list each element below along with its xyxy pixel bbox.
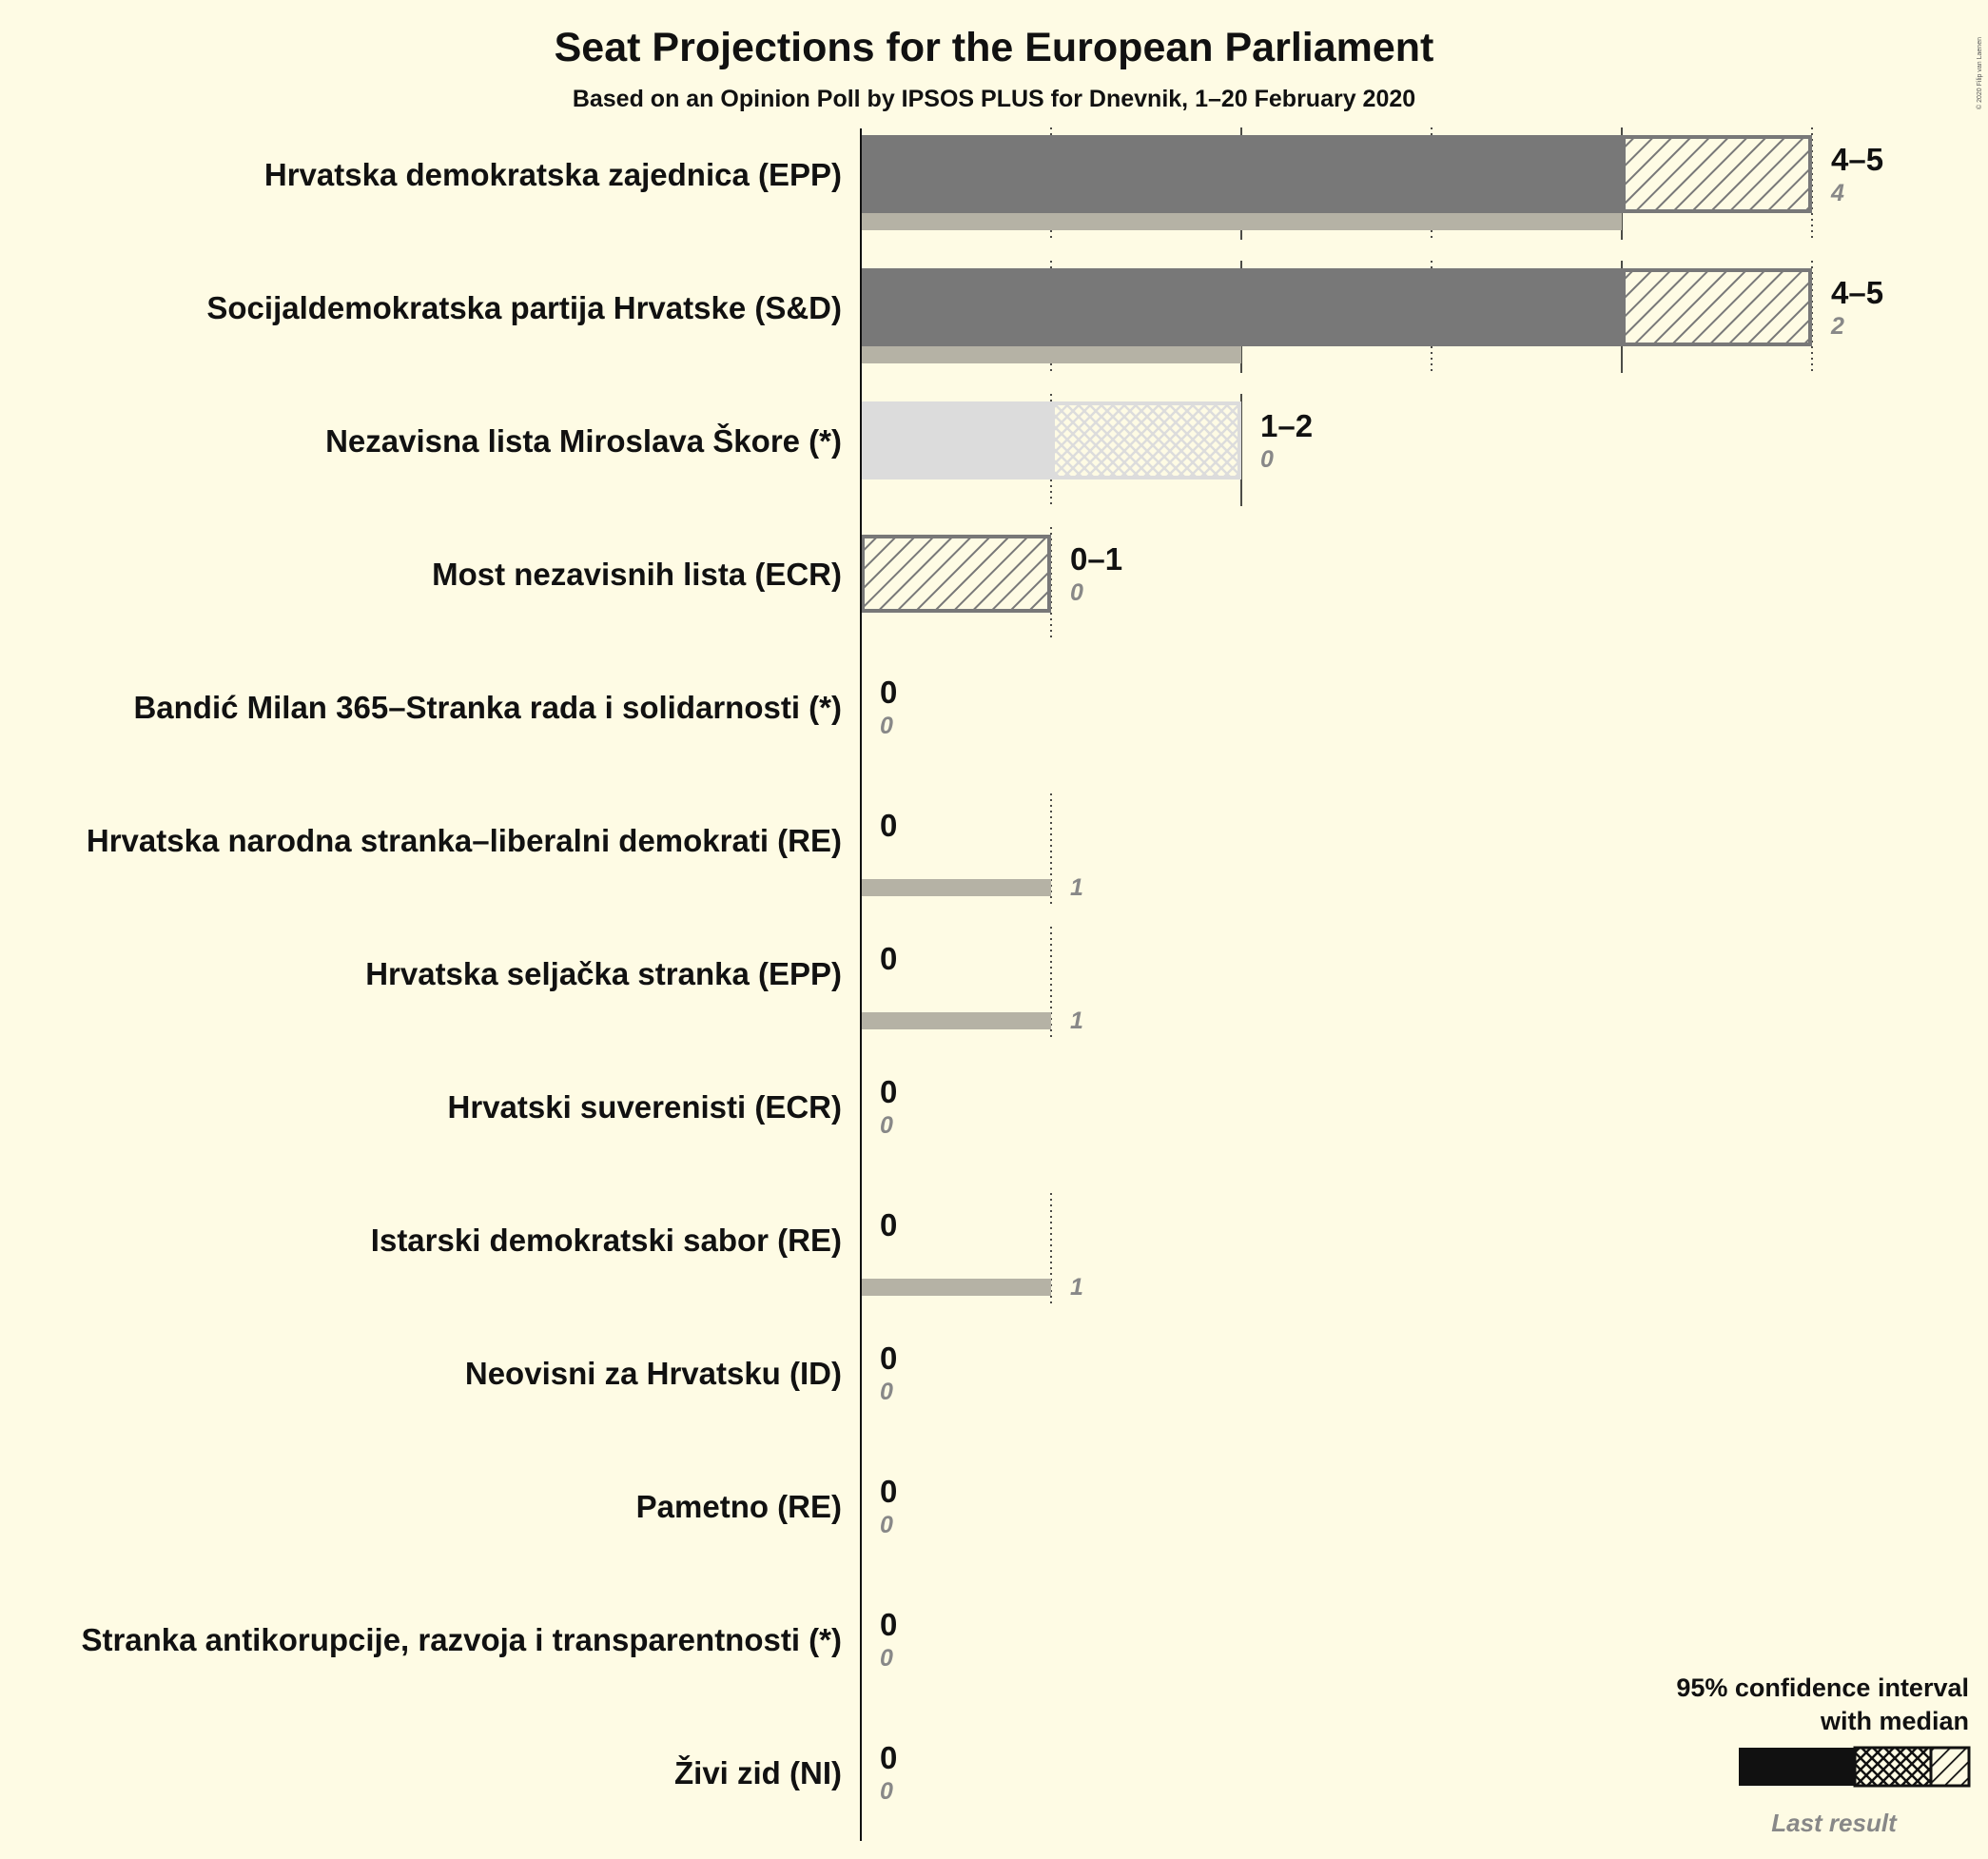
party-name: Hrvatski suverenisti (ECR) [448,1089,842,1125]
last-result-label: 0 [1260,446,1274,473]
seat-range-label: 0 [880,1740,897,1775]
last-result-label: 1 [1070,874,1083,901]
seat-range-label: 0 [880,1340,897,1376]
legend-crosshatch-swatch [1853,1746,1933,1788]
seat-range-label: 0 [880,808,897,843]
last-result-bars [861,213,1622,1296]
party-name: Neovisni za Hrvatsku (ID) [465,1356,842,1391]
confidence-interval-bar [861,535,1051,613]
party-name: Živi zid (NI) [674,1755,842,1791]
party-name: Bandić Milan 365–Stranka rada i solidarn… [133,690,842,725]
party-name: Stranka antikorupcije, razvoja i transpa… [81,1622,842,1657]
last-result-bar [861,879,1051,896]
legend-median-swatch [1739,1748,1855,1786]
legend-hatch-swatch [1929,1746,1971,1788]
last-result-label: 0 [880,1112,893,1139]
copyright-notice: © 2020 Filip van Laenen [1976,37,1983,109]
chart-title: Seat Projections for the European Parlia… [555,25,1434,70]
party-name: Nezavisna lista Miroslava Škore (*) [325,422,842,459]
seat-range-label: 1–2 [1260,408,1313,443]
seat-range-label: 0 [880,1207,897,1243]
seat-range-label: 0 [880,1607,897,1642]
party-name: Istarski demokratski sabor (RE) [371,1223,842,1258]
seat-range-label: 0 [880,1074,897,1109]
last-result-label: 0 [1070,579,1083,606]
party-name: Socijaldemokratska partija Hrvatske (S&D… [206,290,842,325]
confidence-interval-bar [1051,401,1241,479]
seat-range-label: 0–1 [1070,541,1122,577]
last-result-bar [861,1279,1051,1296]
legend-title-line1: 95% confidence interval [1676,1673,1969,1702]
confidence-interval-bars [861,135,1812,613]
median-bar [861,401,1051,479]
seat-range-label: 0 [880,1474,897,1509]
legend-title-line2: with median [1820,1707,1969,1735]
last-result-bar [861,346,1241,363]
last-result-bar [861,1012,1051,1029]
legend-last-result-label: Last result [1771,1809,1898,1837]
seat-range-label: 0 [880,941,897,976]
confidence-interval-bar [1622,135,1812,213]
confidence-interval-bar [1622,268,1812,346]
party-name: Pametno (RE) [636,1489,842,1524]
party-labels: Hrvatska demokratska zajednica (EPP) 4–5 4… [81,142,1883,1805]
last-result-label: 1 [1070,1008,1083,1034]
last-result-label: 2 [1830,313,1844,340]
party-name: Hrvatska demokratska zajednica (EPP) [264,157,842,192]
party-name: Hrvatska narodna stranka–liberalni demok… [87,823,842,858]
median-bar [861,135,1622,213]
last-result-label: 0 [880,713,893,739]
seat-range-label: 0 [880,675,897,710]
median-bar [861,268,1622,346]
last-result-label: 4 [1830,180,1844,206]
party-name: Hrvatska seljačka stranka (EPP) [365,956,842,991]
party-name: Most nezavisnih lista (ECR) [432,557,842,592]
last-result-label: 0 [880,1645,893,1672]
last-result-label: 1 [1070,1274,1083,1301]
seat-range-label: 4–5 [1831,275,1883,310]
last-result-bar [861,213,1622,230]
legend: 95% confidence interval with median Last… [1676,1673,1971,1837]
last-result-label: 0 [880,1379,893,1405]
seat-range-label: 4–5 [1831,142,1883,177]
chart-subtitle: Based on an Opinion Poll by IPSOS PLUS f… [573,86,1415,112]
last-result-label: 0 [880,1778,893,1805]
last-result-label: 0 [880,1512,893,1538]
